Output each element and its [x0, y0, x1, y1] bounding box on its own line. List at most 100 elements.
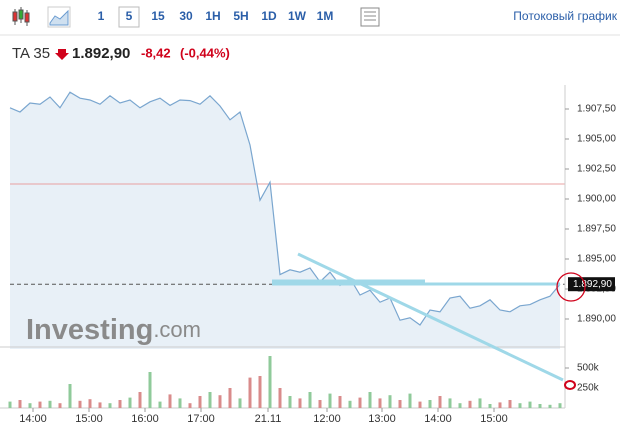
watermark-brand: Investing	[26, 314, 153, 346]
table-icon[interactable]	[360, 7, 380, 27]
x-tick-label: 14:00	[19, 413, 47, 425]
watermark-suffix: .com	[153, 317, 201, 342]
volume-bar	[538, 404, 542, 408]
volume-bar	[548, 404, 552, 408]
y-tick-label: 1.905,00	[577, 134, 616, 145]
highlight-ellipse	[564, 380, 576, 390]
change: -8,42	[141, 45, 171, 60]
y-tick-label: 1.902,50	[577, 164, 616, 175]
interval-button[interactable]: 15	[151, 9, 165, 23]
volume-bar	[188, 403, 192, 408]
interval-button[interactable]: 5H	[233, 9, 248, 23]
volume-bar	[358, 397, 362, 408]
volume-bar	[158, 401, 162, 408]
volume-bar	[38, 401, 42, 408]
interval-button[interactable]: 1D	[261, 9, 277, 23]
volume-bar	[448, 398, 452, 408]
area-icon[interactable]	[47, 6, 71, 28]
volume-bar	[518, 403, 522, 408]
change-percent: (-0,44%)	[180, 45, 230, 60]
volume-bar	[228, 388, 232, 408]
volume-bar	[288, 396, 292, 408]
volume-bar	[438, 396, 442, 408]
y-tick-label: 1.890,00	[577, 314, 616, 325]
volume-bar	[148, 372, 152, 408]
active-frame	[118, 6, 140, 28]
volume-bar	[68, 384, 72, 408]
y-tick-label: 1.907,50	[577, 104, 616, 115]
volume-bar	[478, 398, 482, 408]
watermark: Investing.com	[26, 314, 201, 346]
volume-bar	[278, 388, 282, 408]
volume-bar	[218, 395, 222, 408]
volume-bar	[268, 356, 272, 408]
volume-bar	[488, 404, 492, 408]
price: 1.892,90	[72, 45, 130, 62]
volume-bar	[138, 392, 142, 408]
y2-tick-label: 500k	[577, 363, 600, 374]
volume-bar	[88, 399, 92, 408]
y2-tick-label: 250k	[577, 383, 600, 394]
volume-bar	[338, 396, 342, 408]
interval-button[interactable]: 1	[98, 9, 105, 23]
x-tick-label: 17:00	[187, 413, 215, 425]
volume-bar	[128, 397, 132, 408]
volume-bar	[28, 403, 32, 408]
volume-bar	[298, 398, 302, 408]
interval-button[interactable]: 30	[179, 9, 193, 23]
x-tick-label: 16:00	[131, 413, 159, 425]
volume-bar	[198, 396, 202, 408]
volume-bar	[78, 400, 82, 408]
x-tick-label: 15:00	[75, 413, 103, 425]
volume-bar	[558, 403, 562, 408]
price-area	[10, 92, 560, 349]
candle-icon[interactable]	[12, 7, 30, 26]
toolbar: 1 5 15 30 1H 5H 1D 1W 1M Потоковый график	[0, 6, 620, 36]
chart: 1.890,001.892,501.895,001.897,501.900,00…	[0, 85, 616, 425]
volume-bar	[8, 401, 12, 408]
volume-bar	[118, 400, 122, 408]
volume-bar	[318, 400, 322, 408]
volume-bar	[258, 376, 262, 408]
drawings[interactable]	[272, 252, 564, 382]
volume-bar	[408, 393, 412, 408]
volume-bar	[418, 401, 422, 408]
highlight-circle	[556, 272, 586, 302]
volume-bar	[308, 392, 312, 408]
interval-button[interactable]: 1H	[205, 9, 220, 23]
x-tick-label: 21.11	[255, 413, 282, 425]
volume-bar	[428, 400, 432, 408]
volume-bar	[108, 403, 112, 408]
interval-button[interactable]: 5	[126, 9, 133, 23]
current-price-tag	[568, 277, 615, 292]
volume-bar	[398, 400, 402, 408]
y-tick-label: 1.897,50	[577, 224, 616, 235]
volume-bar	[468, 400, 472, 408]
volume-bar	[58, 403, 62, 408]
volume-bar	[328, 393, 332, 408]
price-line	[9, 91, 561, 326]
interval-button[interactable]: 1M	[317, 9, 334, 23]
volume-bar	[238, 398, 242, 408]
volume-bar	[18, 400, 22, 408]
interval-button[interactable]: 1W	[288, 9, 307, 23]
volume-bar	[208, 392, 212, 408]
volume-bar	[378, 398, 382, 408]
volume-bar	[168, 394, 172, 408]
volume-bar	[528, 401, 532, 408]
stream-link[interactable]: Потоковый график	[513, 9, 617, 23]
symbol: TA 35	[12, 45, 50, 62]
volume-bar	[498, 402, 502, 408]
x-tick-label: 15:00	[480, 413, 508, 425]
volume-bar	[248, 377, 252, 408]
volume-bar	[368, 392, 372, 408]
volume-bar	[508, 400, 512, 408]
x-tick-label: 13:00	[368, 413, 396, 425]
volume-bar	[98, 402, 102, 408]
y-tick-label: 1.900,00	[577, 194, 616, 205]
y-tick-label: 1.895,00	[577, 254, 616, 265]
volume-bar	[458, 403, 462, 408]
current-price-label: 1.892,90	[573, 279, 612, 290]
down-arrow	[55, 49, 69, 60]
volume-bar	[48, 400, 52, 408]
